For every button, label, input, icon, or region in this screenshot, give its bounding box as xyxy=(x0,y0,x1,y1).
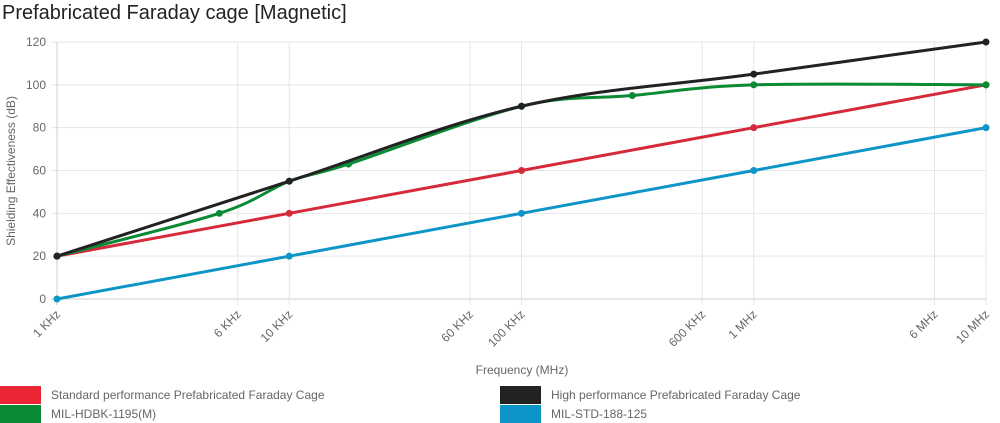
legend-swatch-mil-hdbk xyxy=(0,405,41,423)
data-point[interactable] xyxy=(518,209,525,217)
grid xyxy=(51,41,987,305)
legend-label-mil-hdbk: MIL-HDBK-1195(M) xyxy=(51,407,157,421)
x-tick-label: 10 MHz xyxy=(953,307,992,346)
legend-item-mil-std[interactable]: MIL-STD-188-125 xyxy=(500,405,647,423)
legend-swatch-high xyxy=(500,386,541,404)
x-tick-label: 6 KHz xyxy=(211,307,244,340)
data-point[interactable] xyxy=(285,209,293,217)
data-point[interactable] xyxy=(750,124,758,132)
x-tick-label: 1 KHz xyxy=(30,307,63,340)
x-tick-label: 60 KHz xyxy=(438,307,476,345)
legend-label-high: High performance Prefabricated Faraday C… xyxy=(551,388,801,402)
data-point[interactable] xyxy=(628,92,636,100)
y-tick-label: 100 xyxy=(26,78,46,92)
data-point[interactable] xyxy=(53,295,61,303)
x-tick-label: 600 KHz xyxy=(666,307,708,349)
y-tick-label: 40 xyxy=(33,206,47,220)
chart-plot: 0 20 40 60 80 100 120 1 KHz 6 KHz 10 KHz 60 KHz 100… xyxy=(4,35,992,377)
legend-item-high[interactable]: High performance Prefabricated Faraday C… xyxy=(500,386,800,404)
data-point[interactable] xyxy=(53,252,61,260)
y-tick-label: 80 xyxy=(33,121,47,135)
x-axis-title: Frequency (MHz) xyxy=(476,363,569,377)
data-point[interactable] xyxy=(518,102,525,110)
data-point[interactable] xyxy=(285,177,293,185)
legend-swatch-mil-std xyxy=(500,405,541,423)
data-point[interactable] xyxy=(750,167,758,174)
legend-item-standard[interactable]: Standard performance Prefabricated Farad… xyxy=(0,386,325,404)
legend: Standard performance Prefabricated Farad… xyxy=(0,383,1000,423)
x-tick-label: 10 KHz xyxy=(258,307,296,345)
data-point[interactable] xyxy=(285,252,293,260)
data-point[interactable] xyxy=(750,81,758,89)
data-point[interactable] xyxy=(750,70,758,78)
axes: 0 20 40 60 80 100 120 1 KHz 6 KHz 10 KHz 60 KHz 100… xyxy=(26,35,992,350)
data-point[interactable] xyxy=(215,209,223,217)
y-tick-label: 20 xyxy=(33,249,47,263)
y-tick-label: 120 xyxy=(26,35,46,49)
data-point[interactable] xyxy=(982,124,990,132)
x-tick-label: 1 MHz xyxy=(725,307,759,341)
legend-label-standard: Standard performance Prefabricated Farad… xyxy=(51,388,325,402)
chart-title: Prefabricated Faraday cage [Magnetic] xyxy=(2,2,347,24)
x-tick-label: 6 MHz xyxy=(906,307,940,341)
y-tick-label: 0 xyxy=(39,292,46,306)
data-point[interactable] xyxy=(518,167,525,174)
x-tick-label: 100 KHz xyxy=(485,307,527,349)
data-point[interactable] xyxy=(982,81,990,89)
legend-item-mil-hdbk[interactable]: MIL-HDBK-1195(M) xyxy=(0,405,156,423)
legend-swatch-standard xyxy=(0,386,41,404)
y-tick-label: 60 xyxy=(33,164,47,178)
series-lines xyxy=(53,38,990,303)
data-point[interactable] xyxy=(982,38,990,46)
y-axis-title: Shielding Effectiveness (dB) xyxy=(4,96,18,246)
legend-label-mil-std: MIL-STD-188-125 xyxy=(551,407,648,421)
